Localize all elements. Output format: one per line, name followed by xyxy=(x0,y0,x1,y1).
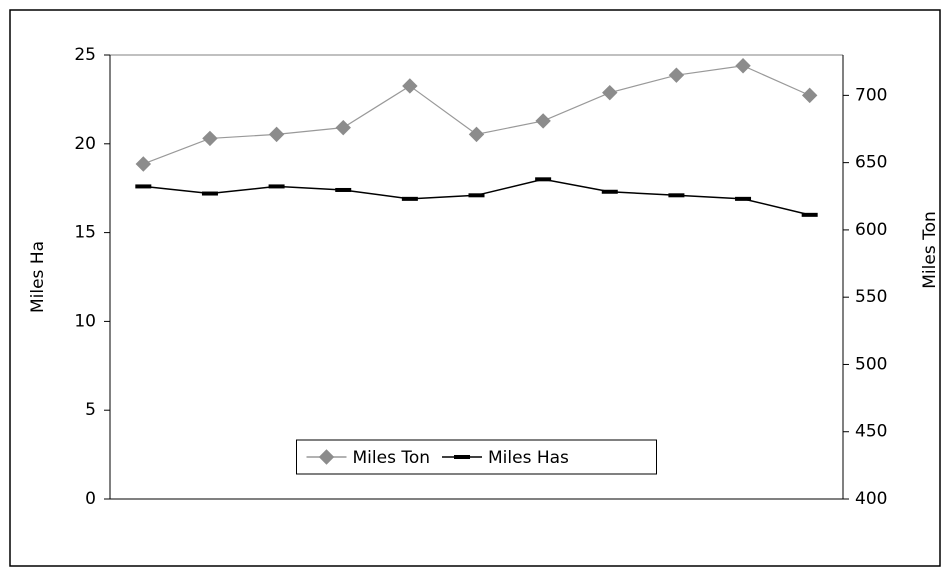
point-marker xyxy=(801,87,818,104)
point-marker xyxy=(602,84,618,101)
point-marker xyxy=(535,113,551,129)
point-marker xyxy=(268,126,285,143)
y2-tick-label: 400 xyxy=(855,489,887,509)
y-tick-label: 20 xyxy=(74,134,96,154)
y2-tick-label: 700 xyxy=(855,85,887,105)
y2-tick-label: 450 xyxy=(855,422,887,442)
point-marker xyxy=(268,184,285,189)
legend-label: Miles Ton xyxy=(353,448,431,468)
y2-tick-label: 500 xyxy=(855,354,887,374)
point-marker xyxy=(735,58,751,74)
legend-label: Miles Has xyxy=(488,448,569,468)
point-marker xyxy=(601,189,618,194)
point-marker xyxy=(335,187,352,192)
y-tick-label: 5 xyxy=(85,400,96,420)
y2-tick-label: 600 xyxy=(855,220,887,240)
point-marker xyxy=(801,212,818,217)
y-tick-label: 25 xyxy=(74,45,96,65)
y2-tick-label: 650 xyxy=(855,153,887,173)
point-marker xyxy=(201,191,218,196)
legend-marker xyxy=(454,455,471,459)
y-tick-label: 0 xyxy=(85,489,96,509)
legend: Miles Ton Miles Has xyxy=(296,439,657,475)
point-marker xyxy=(335,119,351,136)
point-marker xyxy=(468,193,485,198)
point-marker xyxy=(402,78,418,94)
point-marker xyxy=(668,67,685,83)
point-marker xyxy=(468,126,485,143)
y2-axis-label: Miles Ton xyxy=(920,211,940,289)
point-marker xyxy=(401,196,418,201)
point-marker xyxy=(135,184,152,189)
y2-tick-label: 550 xyxy=(855,287,887,307)
legend-marker xyxy=(318,449,335,465)
point-marker xyxy=(535,177,552,182)
y-tick-label: 15 xyxy=(74,223,96,243)
chart-border xyxy=(9,9,941,567)
point-marker xyxy=(135,156,152,172)
point-marker xyxy=(735,196,752,201)
y-axis-label: Miles Ha xyxy=(28,241,48,313)
point-marker xyxy=(668,193,685,198)
y-tick-label: 10 xyxy=(74,311,96,331)
point-marker xyxy=(202,130,218,147)
